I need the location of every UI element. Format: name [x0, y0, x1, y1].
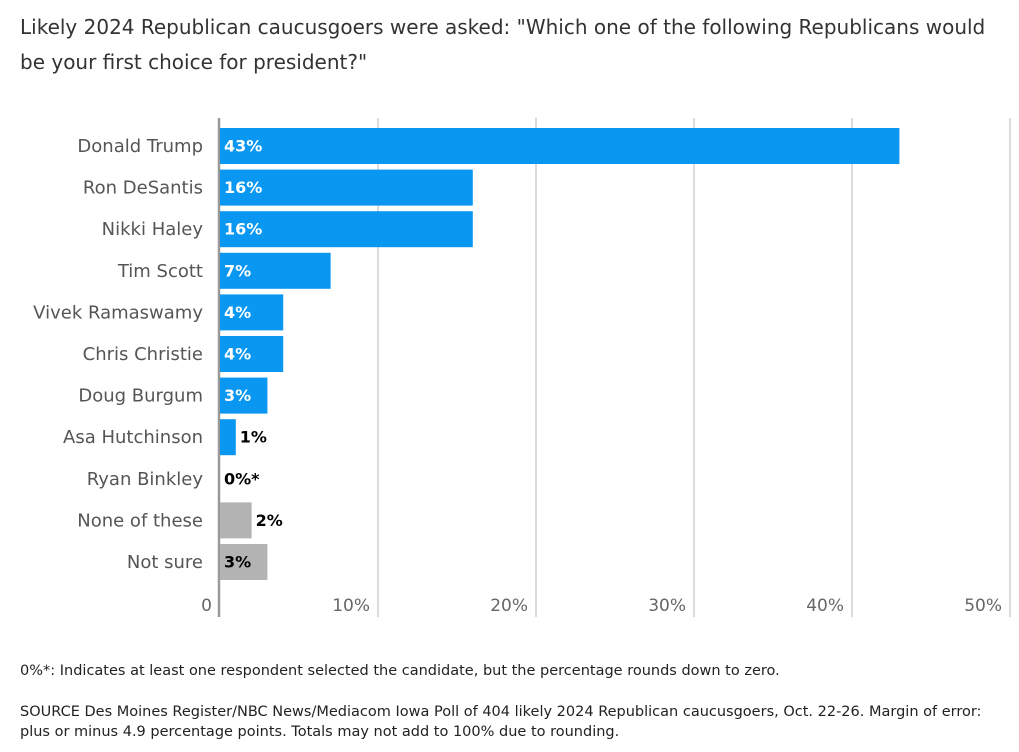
x-tick-label: 10% [332, 596, 370, 616]
value-label: 3% [224, 386, 251, 405]
y-tick-label: Ryan Binkley [87, 469, 204, 490]
bar [220, 336, 284, 372]
value-label: 1% [240, 428, 267, 447]
x-tick-label: 0 [201, 596, 212, 616]
y-tick-label: Chris Christie [83, 344, 203, 365]
y-tick-label: Asa Hutchinson [63, 427, 203, 448]
footnote: 0%*: Indicates at least one respondent s… [20, 663, 780, 679]
x-tick-label: 50% [964, 596, 1002, 616]
bar [220, 377, 268, 414]
value-label: 3% [224, 553, 251, 572]
bar [220, 169, 473, 206]
value-label: 2% [256, 511, 283, 530]
value-label: 4% [224, 303, 251, 322]
value-label: 43% [224, 137, 262, 156]
bar [220, 252, 331, 289]
y-tick-label: Tim Scott [117, 261, 203, 282]
y-tick-label: Donald Trump [77, 136, 203, 157]
value-label: 7% [224, 261, 251, 280]
y-tick-label: Ron DeSantis [83, 178, 203, 199]
y-tick-label: Vivek Ramaswamy [33, 302, 203, 323]
y-tick-label: Nikki Haley [102, 219, 204, 240]
y-tick-label: Doug Burgum [78, 386, 203, 407]
x-tick-label: 30% [648, 596, 686, 616]
bar [220, 211, 473, 248]
value-label: 0%* [224, 469, 260, 488]
bar [220, 502, 252, 539]
bar [220, 294, 284, 331]
bar [220, 544, 268, 580]
value-label: 4% [224, 345, 251, 364]
y-tick-label: None of these [77, 510, 203, 531]
chart-title: Likely 2024 Republican caucusgoers were … [20, 15, 986, 74]
x-tick-label: 20% [490, 596, 528, 616]
bar [220, 128, 900, 164]
bar [220, 419, 236, 456]
x-tick-label: 40% [806, 596, 844, 616]
value-label: 16% [224, 220, 262, 239]
value-label: 16% [224, 178, 262, 197]
y-tick-label: Not sure [127, 552, 203, 573]
source: SOURCE Des Moines Register/NBC News/Medi… [20, 704, 982, 740]
